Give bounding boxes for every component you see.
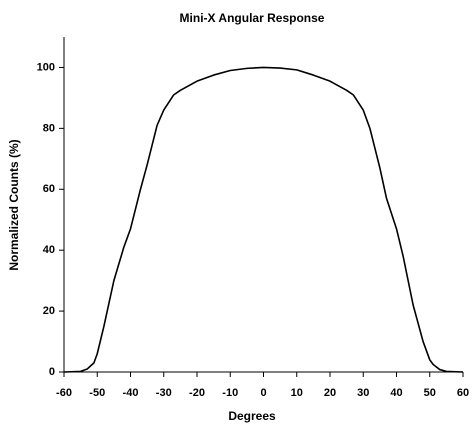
y-axis-label: Normalized Counts (%) — [7, 139, 21, 270]
x-tick-label: 30 — [357, 387, 369, 399]
x-tick-label: -20 — [189, 387, 205, 399]
data-line — [63, 66, 464, 373]
y-tick-label: 60 — [43, 183, 55, 195]
y-tick-label: 80 — [43, 122, 55, 134]
x-tick-label: 40 — [390, 387, 402, 399]
x-tick-label: -60 — [56, 387, 72, 399]
x-tick-label: 50 — [424, 387, 436, 399]
y-tick-label: 0 — [49, 366, 55, 378]
x-tick-label: -30 — [156, 387, 172, 399]
y-tick-label: 100 — [37, 61, 55, 73]
x-tick-label: -10 — [222, 387, 238, 399]
x-tick-label: 60 — [457, 387, 469, 399]
y-tick-label: 40 — [43, 244, 55, 256]
x-tick-label: -50 — [89, 387, 105, 399]
x-tick-label: 20 — [324, 387, 336, 399]
x-axis-label: Degrees — [228, 409, 276, 423]
x-tick-label: -40 — [123, 387, 139, 399]
y-tick-label: 20 — [43, 305, 55, 317]
chart-title: Mini-X Angular Response — [180, 11, 325, 25]
x-tick-label: 10 — [291, 387, 303, 399]
x-tick-label: 0 — [260, 387, 266, 399]
